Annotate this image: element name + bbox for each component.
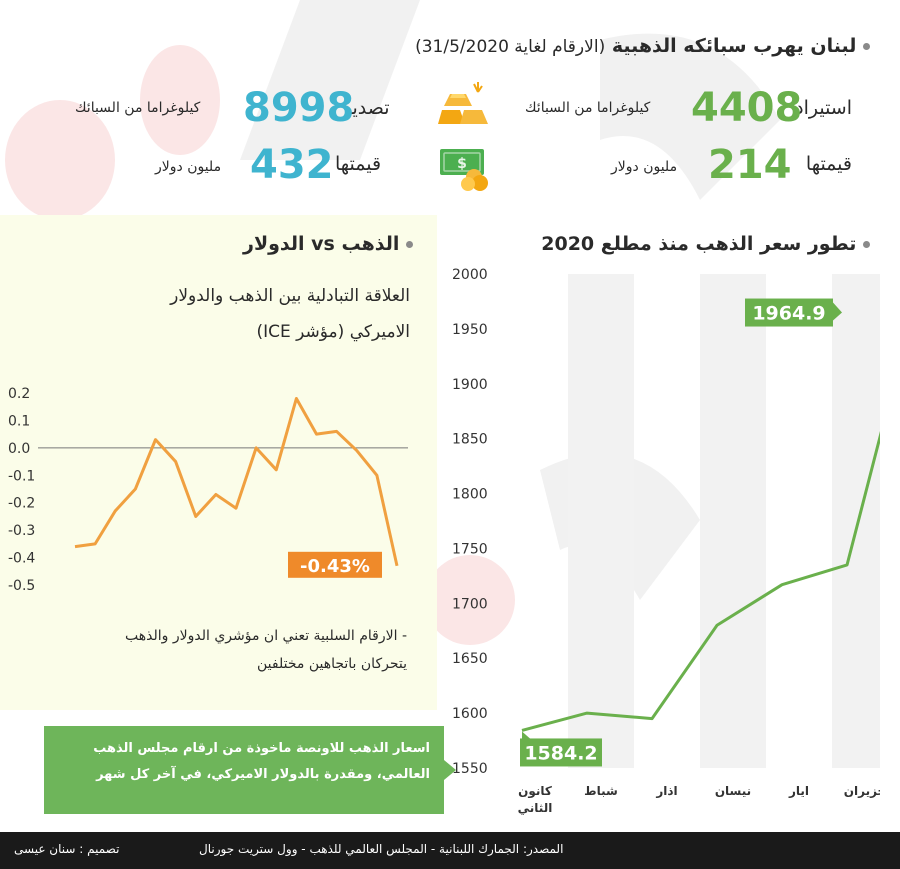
gold-price-bullet	[863, 241, 870, 248]
note-box-pointer	[444, 760, 456, 780]
y-tick-label: 2000	[452, 267, 488, 283]
grid-band	[832, 274, 880, 768]
y-tick-label: -0.4	[8, 551, 35, 567]
footer-design: تصميم : سنان عيسى	[14, 842, 120, 856]
x-tick-label: اذار	[655, 784, 677, 798]
gold-vs-dollar-title: الذهب vs الدولار	[243, 233, 413, 255]
y-tick-label: 1800	[452, 487, 488, 503]
negative-note: - الارقام السلبية تعني ان مؤشري الدولار …	[125, 622, 407, 678]
page-subtitle: (الارقام لغاية 31/5/2020)	[415, 37, 606, 57]
end-value-badge	[288, 551, 382, 578]
gold-bars-icon	[438, 82, 488, 124]
panel-bullet	[406, 241, 413, 248]
gold-vs-dollar-title-text: الذهب vs الدولار	[243, 233, 400, 255]
end-value-label: -0.43%	[300, 556, 370, 577]
money-coins-icon: $	[440, 149, 488, 191]
import-money-label: قيمتها	[805, 153, 852, 175]
page-title: لبنان يهرب سبائكه الذهبية	[611, 35, 857, 57]
y-tick-label: 1600	[452, 706, 488, 722]
note-box-line-1: اسعار الذهب للاونصة ماخوذة من ارقام مجلس…	[93, 741, 430, 756]
negative-note-line-1: - الارقام السلبية تعني ان مؤشري الدولار …	[125, 628, 407, 644]
import-money: 214	[708, 142, 792, 188]
y-tick-label: -0.3	[8, 523, 35, 539]
gold-vs-dollar-panel	[0, 215, 437, 710]
y-tick-label: 1750	[452, 541, 488, 557]
svg-text:$: $	[457, 156, 467, 172]
correlation-line	[74, 396, 399, 567]
export-money-label: قيمتها	[335, 153, 382, 175]
note-box-line-2: العالمي، ومقدرة بالدولار الاميركي، في آخ…	[96, 767, 430, 782]
import-unit: كيلوغراما من السبائك	[525, 100, 651, 116]
gold-price-title-text: تطور سعر الذهب منذ مطلع 2020	[541, 233, 857, 255]
import-money-unit: مليون دولار	[611, 159, 678, 175]
gold-price-title: تطور سعر الذهب منذ مطلع 2020	[541, 233, 870, 255]
y-tick-label: -0.5	[8, 578, 35, 594]
first-value-badge	[520, 738, 602, 767]
import-value: 4408	[691, 85, 803, 131]
y-tick-label: -0.2	[8, 496, 35, 512]
export-money: 432	[250, 142, 334, 188]
y-tick-label: 1650	[452, 651, 488, 667]
last-value-pointer	[833, 302, 842, 321]
negative-note-line-2: يتحركان باتجاهين مختلفين	[257, 656, 407, 672]
note-box: اسعار الذهب للاونصة ماخوذة من ارقام مجلس…	[44, 726, 444, 814]
y-tick-label: 1700	[452, 596, 488, 612]
x-tick-label: شباط	[584, 784, 618, 798]
title-bullet	[863, 43, 870, 50]
first-value-label: 1584.2	[524, 742, 597, 764]
y-tick-label: 0.1	[8, 413, 30, 429]
first-value-pointer	[522, 731, 530, 739]
y-tick-label: 1850	[452, 432, 488, 448]
correlation-chart: 0.2 0.1 0.0 -0.1 -0.2 -0.3 -0.4 -0.5 -0.43%	[8, 386, 408, 594]
x-tick-label: حزيران	[844, 784, 880, 798]
x-tick-label: الثاني	[518, 801, 553, 815]
x-tick-label: نيسان	[715, 784, 751, 798]
correlation-description: العلاقة التبادلية بين الذهب والدولار الا…	[170, 278, 410, 350]
export-value: 8998	[243, 85, 355, 131]
export-money-unit: مليون دولار	[155, 159, 222, 175]
description-line-2: الاميركي (مؤشر ICE)	[256, 322, 410, 342]
gold-price-chart: 2000 1950 1900 1850 1800 1750 1700 1650 1600 1550…	[452, 267, 880, 815]
header: لبنان يهرب سبائكه الذهبية (الارقام لغاية…	[415, 35, 870, 57]
import-label: استيراد	[795, 97, 852, 119]
last-value-badge	[745, 298, 833, 327]
x-tick-label: كانون	[518, 784, 552, 799]
grid-band	[568, 274, 634, 768]
export-unit: كيلوغراما من السبائك	[75, 100, 201, 116]
y-tick-label: 1950	[452, 322, 488, 338]
y-tick-label: -0.1	[8, 468, 35, 484]
last-value-label: 1964.9	[752, 303, 825, 325]
footer: المصدر: الجمارك اللبنانية - المجلس العال…	[0, 832, 900, 869]
y-tick-label: 1900	[452, 377, 488, 393]
y-tick-label: 1550	[452, 761, 488, 777]
y-tick-label: 0.2	[8, 386, 30, 402]
footer-source: المصدر: الجمارك اللبنانية - المجلس العال…	[199, 842, 564, 856]
x-tick-label: ايار	[788, 784, 809, 798]
export-label: تصدير	[342, 97, 390, 119]
y-tick-label: 0.0	[8, 441, 30, 457]
grid-band	[700, 274, 766, 768]
description-line-1: العلاقة التبادلية بين الذهب والدولار	[170, 286, 410, 306]
